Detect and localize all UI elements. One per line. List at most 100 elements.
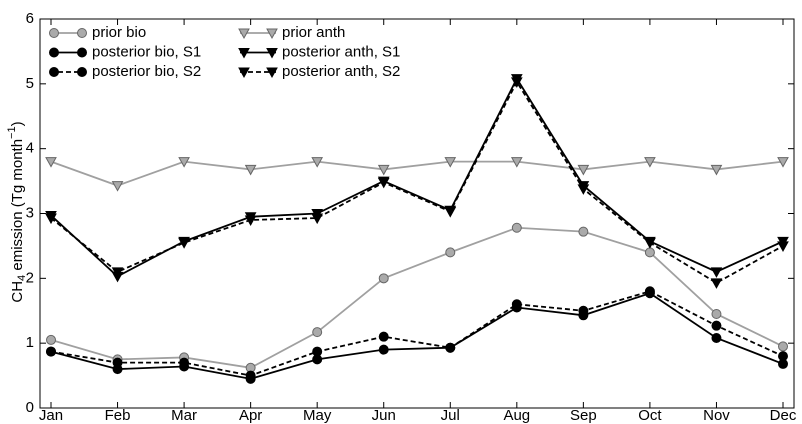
data-point (644, 238, 656, 249)
legend-entry: posterior anth, S2 (238, 63, 400, 80)
data-point (444, 157, 457, 168)
legend-marker (238, 48, 250, 59)
data-point (578, 305, 589, 316)
data-point (378, 331, 389, 342)
legend-entry: posterior bio, S2 (49, 63, 201, 80)
data-point (112, 357, 123, 368)
data-point (510, 77, 523, 88)
data-point (111, 267, 124, 278)
legend-entry: posterior bio, S1 (49, 43, 201, 60)
legend-label: posterior anth, S1 (282, 43, 400, 60)
y-axis-label: CH4 emission (Tg month−1) (6, 121, 28, 302)
x-tick-label: Feb (105, 407, 131, 424)
legend-marker (49, 28, 59, 38)
data-point (577, 164, 590, 176)
data-point (711, 332, 722, 343)
legend-label: prior anth (282, 24, 345, 41)
data-point (244, 164, 257, 176)
data-point (244, 215, 257, 227)
data-point (179, 357, 190, 368)
data-point (577, 184, 590, 195)
data-point (311, 213, 324, 225)
data-point (511, 299, 522, 310)
data-point (46, 334, 56, 345)
data-point (45, 157, 57, 168)
y-tick-label: 6 (26, 10, 34, 27)
data-point (644, 286, 655, 297)
data-point (511, 222, 522, 233)
legend-marker (238, 67, 250, 79)
y-tick-label: 0 (26, 399, 34, 416)
legend-marker (49, 47, 59, 58)
legend-marker (49, 67, 59, 77)
series-line (50, 292, 784, 380)
data-point (578, 226, 589, 237)
y-tick-label: 2 (26, 269, 34, 286)
x-tick-label: Apr (239, 407, 262, 424)
data-point (778, 341, 788, 352)
legend-marker (266, 48, 278, 59)
data-point (445, 247, 456, 258)
series-line (50, 76, 784, 278)
legend-entry: prior bio (49, 24, 146, 41)
legend-label: posterior bio, S1 (92, 43, 201, 60)
x-tick-label: Oct (638, 407, 662, 424)
x-tick-label: Mar (171, 407, 197, 424)
series-line (50, 226, 784, 369)
data-point (444, 207, 457, 218)
legend-label: prior bio (92, 24, 146, 41)
data-point (311, 157, 324, 168)
data-point (45, 213, 57, 225)
data-point (777, 241, 789, 252)
data-point (710, 164, 723, 176)
data-point (178, 238, 190, 249)
data-point (644, 247, 655, 258)
data-point (445, 342, 456, 353)
data-point (777, 157, 789, 168)
legend-marker (77, 67, 87, 77)
data-point (377, 164, 390, 176)
series-line (50, 160, 784, 187)
legend: prior bio posterior bio, S1 posterior bio,… (49, 24, 400, 80)
legend-entry: posterior anth, S1 (238, 43, 400, 60)
data-point (378, 273, 389, 284)
data-point (778, 351, 788, 362)
legend-marker (77, 28, 87, 38)
data-point (312, 327, 323, 338)
data-point (378, 344, 389, 355)
legend-entry: prior anth (238, 24, 345, 41)
data-point (710, 267, 723, 278)
y-tick-label: 3 (26, 204, 34, 221)
x-tick-label: Nov (703, 407, 730, 424)
data-point (46, 346, 56, 357)
y-tick-label: 1 (26, 334, 34, 351)
data-point (710, 278, 723, 289)
legend-label: posterior anth, S2 (282, 63, 400, 80)
x-tick-label: Jun (372, 407, 396, 424)
data-point (312, 346, 323, 357)
x-tick-label: Jan (39, 407, 63, 424)
x-tick-label: May (303, 407, 332, 424)
x-tick-label: Jul (441, 407, 460, 424)
legend-marker (266, 28, 278, 40)
series-line (50, 290, 784, 377)
legend-marker (266, 67, 278, 79)
y-tick-label: 5 (26, 75, 34, 92)
x-tick-label: Aug (503, 407, 530, 424)
data-point (510, 157, 523, 168)
data-point (711, 308, 722, 319)
legend-marker (238, 28, 250, 40)
data-point (111, 181, 124, 192)
data-point (245, 370, 256, 381)
series-line (50, 80, 784, 284)
x-tick-label: Dec (770, 407, 797, 424)
y-tick-label: 4 (26, 140, 34, 157)
legend-label: posterior bio, S2 (92, 63, 201, 80)
plot-frame (39, 18, 795, 409)
data-point (377, 177, 390, 189)
x-tick-label: Sep (570, 407, 597, 424)
legend-marker (77, 47, 87, 58)
data-point (711, 320, 722, 331)
